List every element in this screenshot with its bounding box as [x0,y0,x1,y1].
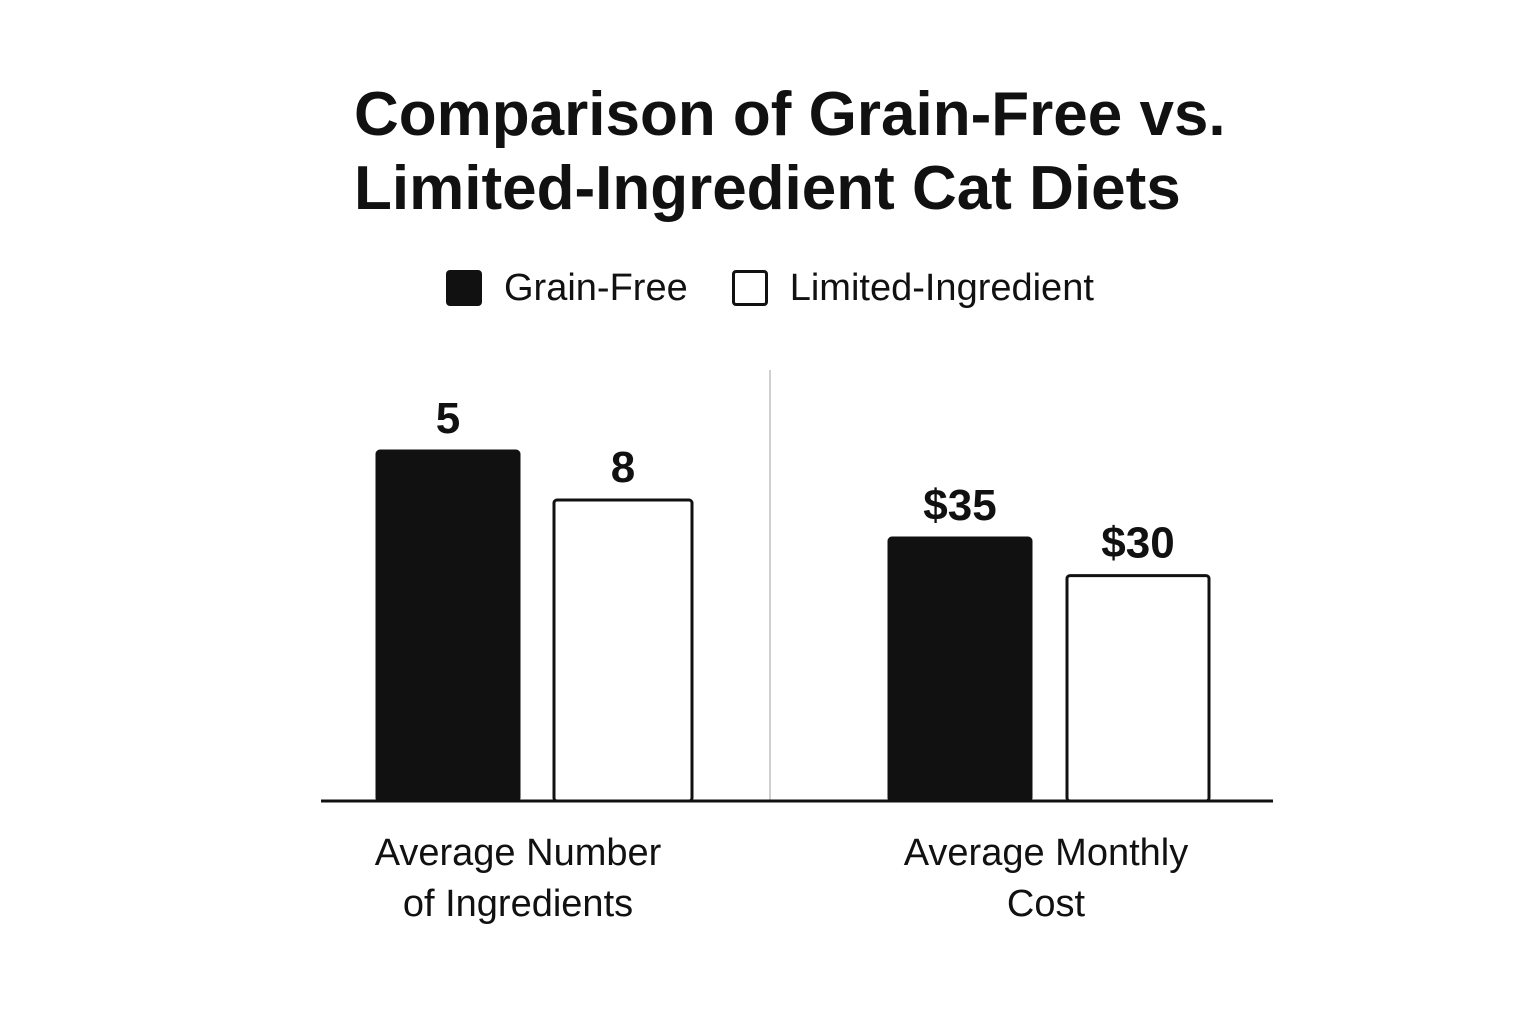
category-label-1-line-1: Average Number [375,832,662,874]
category-label-2-line-1: Average Monthly [904,832,1188,874]
category-label-1-line-2: of Ingredients [403,883,633,925]
legend-swatch-limited-ingredient [731,270,768,306]
chart-title-line-2: Limited-Ingredient Cat Diets [354,154,1181,223]
bar-limited-ingredient-1 [552,498,694,803]
chart-title: Comparison of Grain-Free vs. Limited-Ing… [354,78,1226,226]
bar-grain-free-2 [887,536,1033,803]
legend-label-grain-free: Grain-Free [504,266,688,309]
value-label-limited-ingredient-1: 8 [611,443,635,492]
chart-legend: Grain-Free Limited-Ingredient [446,266,1138,310]
value-label-grain-free-2: $35 [923,481,996,530]
value-label-limited-ingredient-2: $30 [1101,519,1174,568]
value-label-grain-free-1: 5 [436,394,460,443]
legend-item-grain-free: Grain-Free [446,267,688,310]
chart-title-line-1: Comparison of Grain-Free vs. [354,80,1226,149]
bar-grain-free-1 [375,449,521,803]
category-label-2-line-2: Cost [1007,883,1086,925]
legend-item-limited-ingredient: Limited-Ingredient [731,266,1094,310]
legend-label-limited-ingredient: Limited-Ingredient [789,266,1094,309]
bar-limited-ingredient-2 [1065,574,1211,803]
legend-swatch-grain-free [446,270,482,306]
